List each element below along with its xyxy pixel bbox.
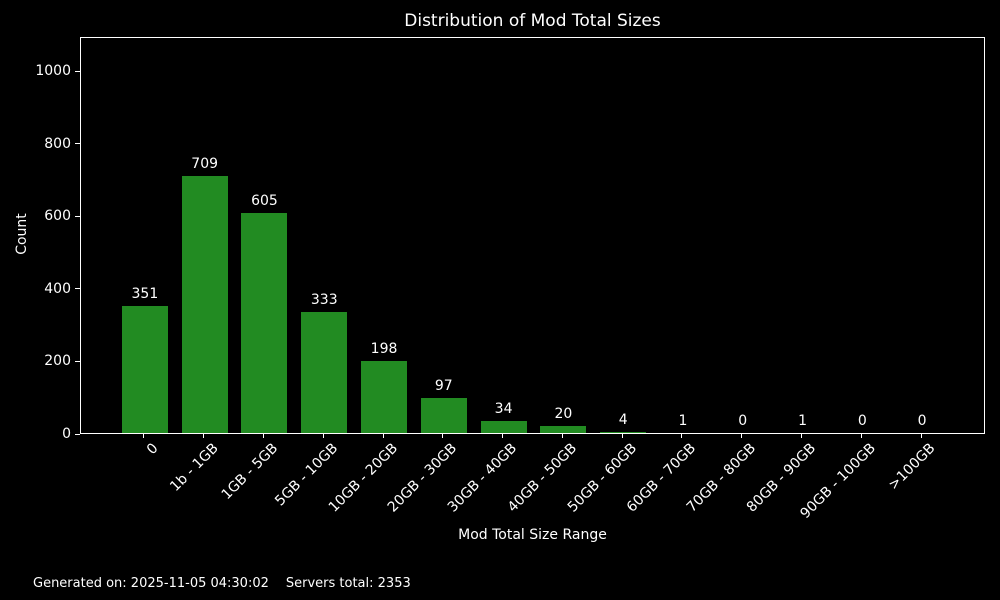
x-tick-label: 0 [143, 440, 162, 458]
bar-value-label: 20 [554, 406, 573, 422]
chart-title: Distribution of Mod Total Sizes [404, 11, 661, 31]
y-tick-label: 0 [62, 426, 71, 442]
y-tick [75, 143, 80, 145]
y-tick-label: 400 [44, 280, 71, 297]
bar-value-label: 198 [370, 341, 398, 357]
bar-value-label: 34 [494, 401, 513, 417]
bar-value-label: 605 [251, 193, 278, 209]
footer: Generated on: 2025-11-05 04:30:02 Servers… [33, 576, 411, 591]
y-tick [75, 288, 80, 290]
plot-area: 351 709 605 333 198 97 34 20 4 1 0 1 0 0 [80, 37, 985, 434]
bar-value-label: 709 [191, 156, 219, 172]
x-tick-label: >100GB [885, 440, 939, 494]
x-axis-label: Mod Total Size Range [458, 527, 607, 543]
x-tick [621, 434, 623, 438]
bar-value-label: 0 [857, 413, 867, 429]
x-tick [322, 434, 324, 438]
bar [361, 361, 408, 433]
bar-value-label: 97 [434, 378, 453, 394]
y-tick-label: 1000 [35, 63, 71, 79]
x-tick-label: 1GB - 5GB [218, 440, 282, 504]
y-axis-label: Count [14, 213, 30, 255]
bar-value-label: 333 [310, 292, 338, 308]
bar-value-label: 4 [618, 412, 628, 428]
bar [540, 426, 587, 433]
bar [301, 312, 348, 433]
footer-servers-total: Servers total: 2353 [285, 576, 411, 591]
bar-value-label: 0 [738, 413, 748, 429]
x-tick [741, 434, 743, 438]
bar-value-label: 351 [131, 286, 159, 302]
x-tick [143, 434, 145, 438]
bar [181, 176, 228, 433]
bar-value-label: 1 [678, 413, 688, 429]
bar [600, 432, 647, 433]
y-tick [75, 70, 80, 72]
x-tick-label: 1b - 1GB [166, 440, 222, 495]
bar [241, 213, 288, 433]
bar-value-label: 0 [917, 413, 927, 429]
y-tick-label: 600 [44, 208, 71, 225]
y-tick [75, 433, 80, 435]
y-tick [75, 215, 80, 217]
x-tick [262, 434, 264, 438]
x-tick [203, 434, 205, 438]
x-tick [801, 434, 803, 438]
x-tick [681, 434, 683, 438]
bar [121, 306, 168, 433]
x-tick [382, 434, 384, 438]
x-tick [502, 434, 504, 438]
bar-value-label: 1 [798, 413, 807, 429]
x-tick [442, 434, 444, 438]
x-tick [561, 434, 563, 438]
footer-generated-on: Generated on: 2025-11-05 04:30:02 [33, 576, 269, 591]
bar [480, 421, 527, 433]
x-tick [920, 434, 922, 438]
x-tick [860, 434, 862, 438]
y-tick [75, 360, 80, 362]
y-tick-label: 200 [44, 353, 71, 370]
bar [420, 398, 467, 433]
y-tick-label: 800 [44, 135, 71, 152]
